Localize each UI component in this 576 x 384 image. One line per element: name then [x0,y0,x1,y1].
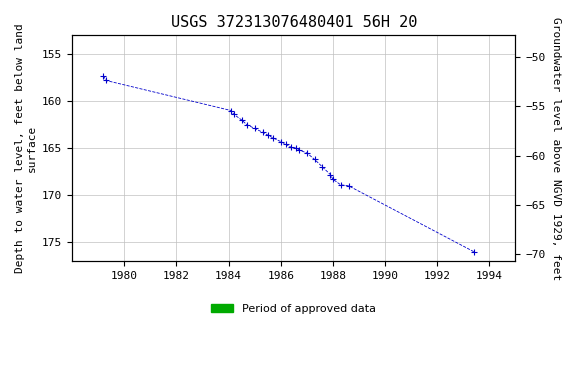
Title: USGS 372313076480401 56H 20: USGS 372313076480401 56H 20 [170,15,417,30]
Legend: Period of approved data: Period of approved data [207,300,381,319]
Y-axis label: Depth to water level, feet below land
surface: Depth to water level, feet below land su… [15,23,37,273]
Y-axis label: Groundwater level above NGVD 1929, feet: Groundwater level above NGVD 1929, feet [551,17,561,280]
